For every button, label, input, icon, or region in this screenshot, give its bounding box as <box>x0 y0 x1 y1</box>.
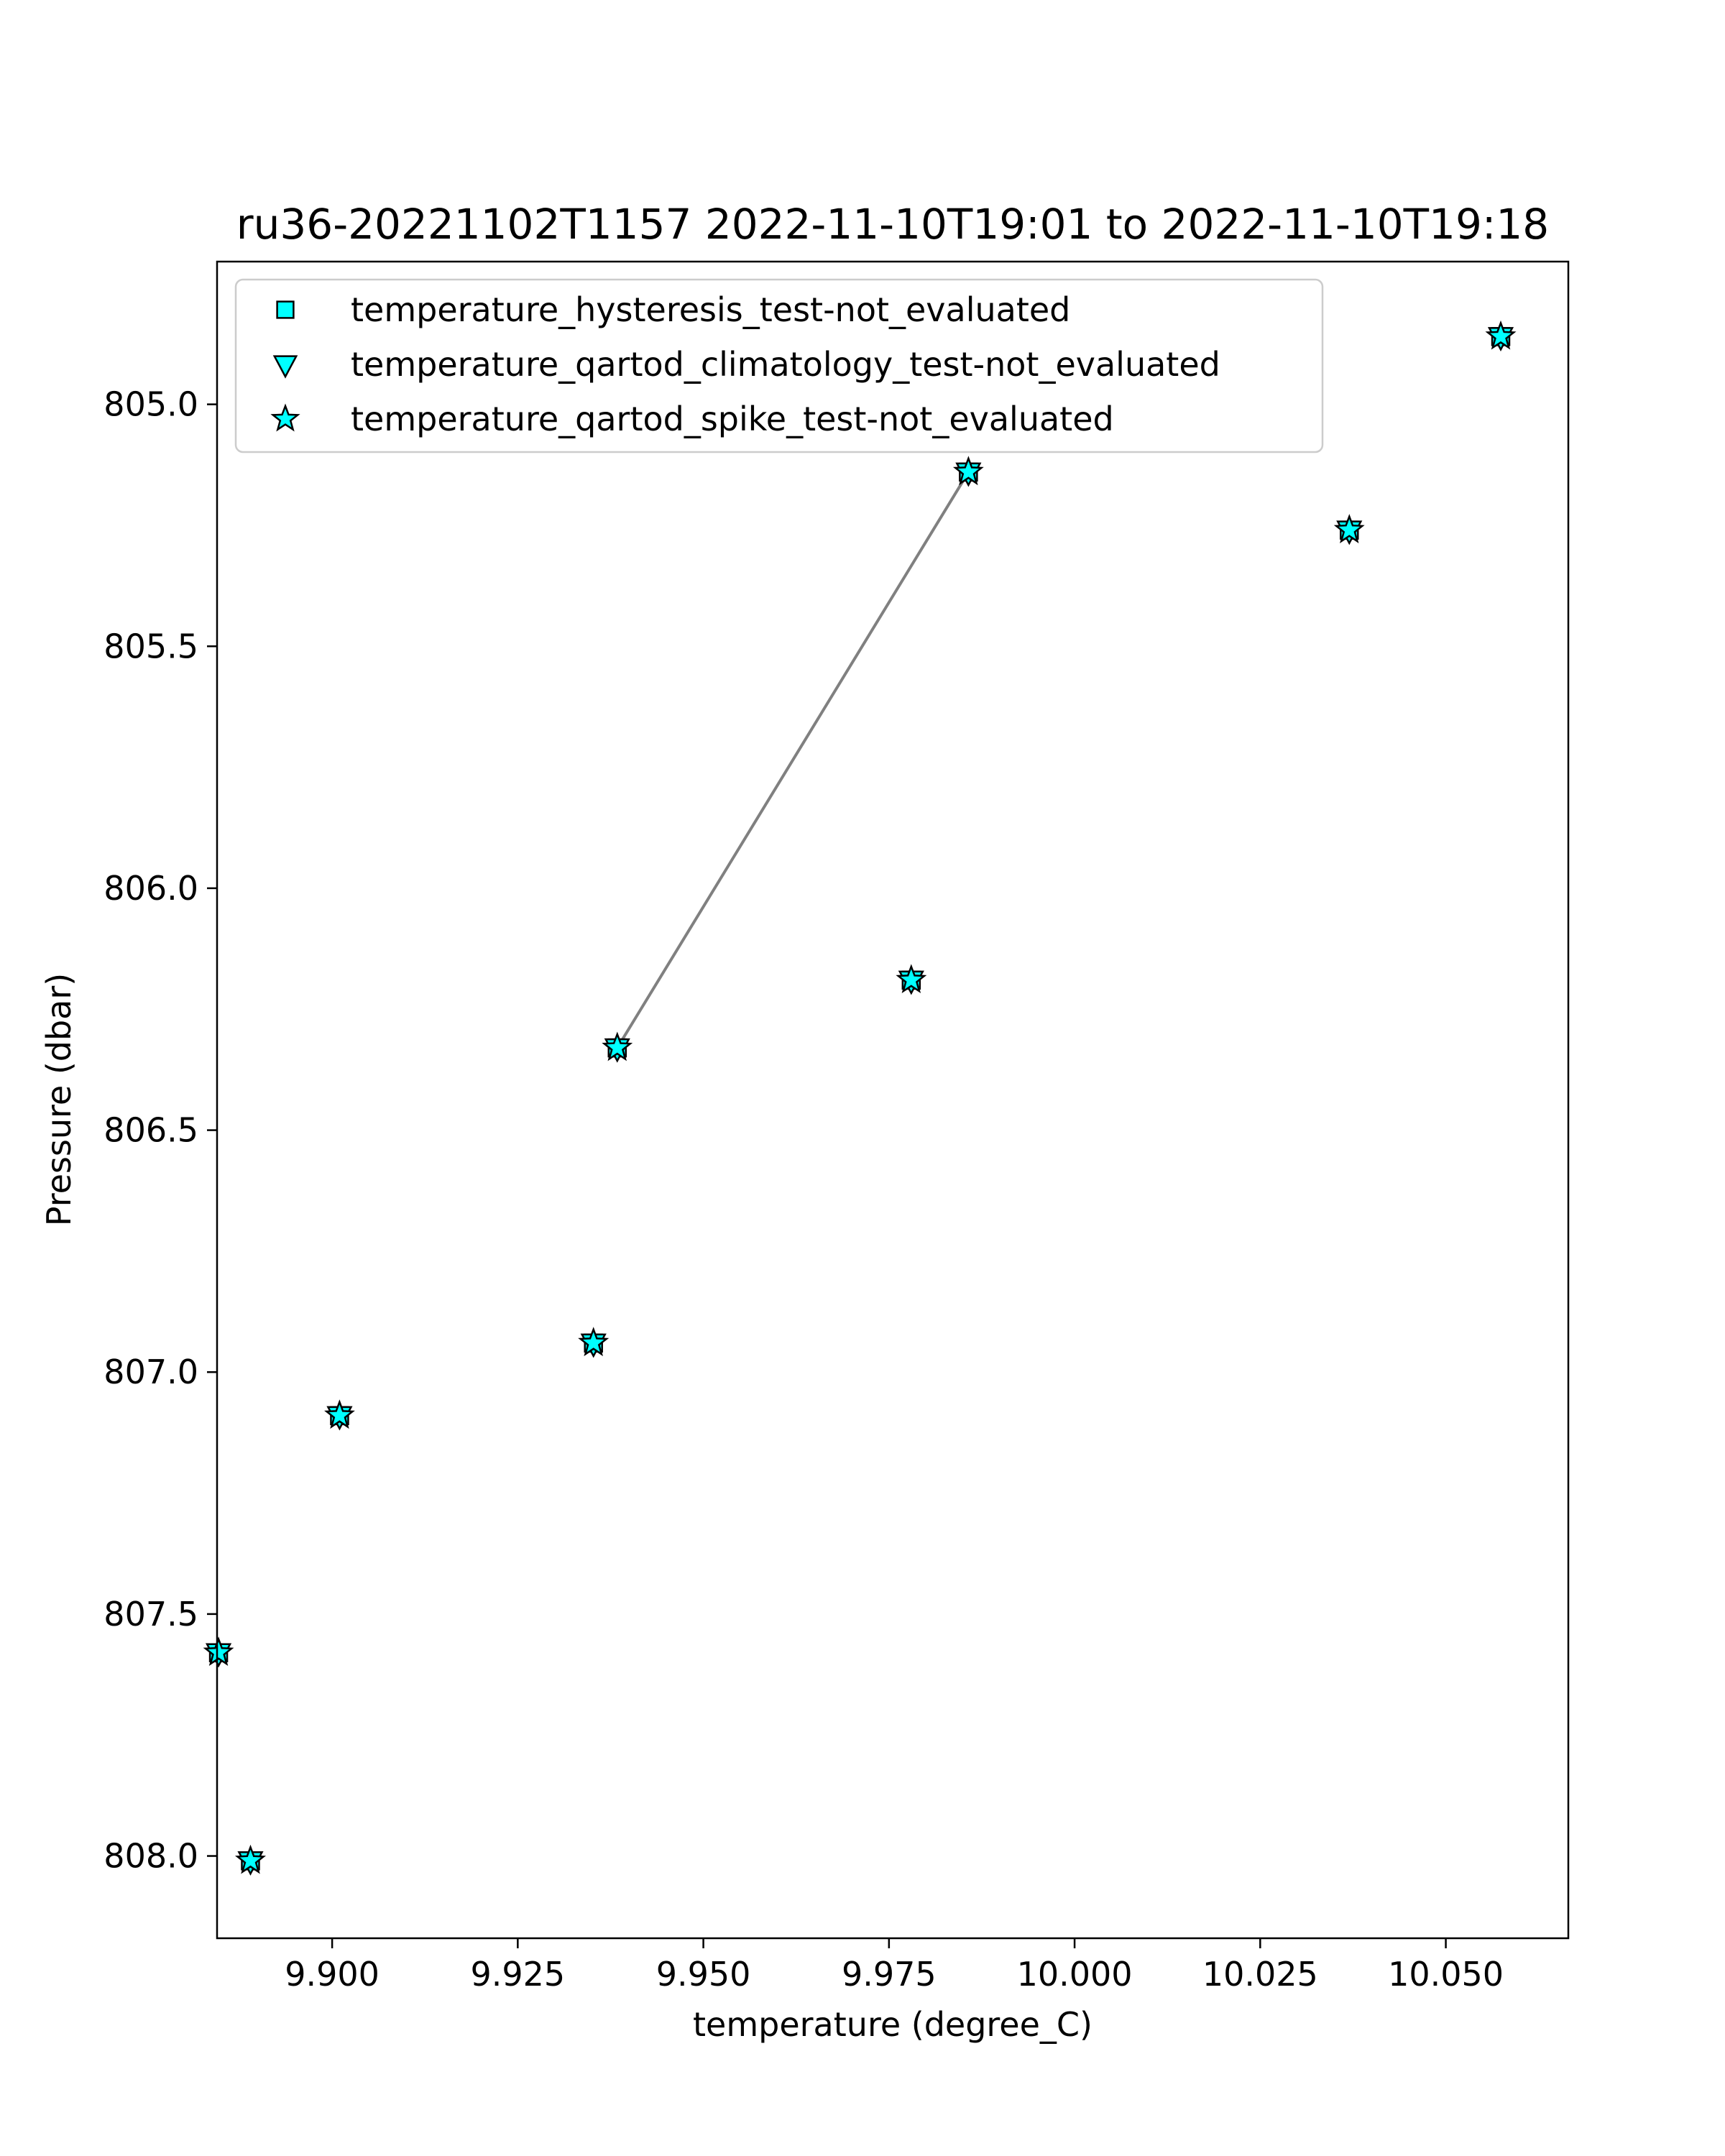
x-tick-label: 9.950 <box>656 1955 751 1994</box>
chart-title: ru36-20221102T1157 2022-11-10T19:01 to 2… <box>236 200 1549 249</box>
y-tick-label: 808.0 <box>104 1837 198 1876</box>
data-point-star <box>952 456 984 486</box>
data-point-star <box>324 1399 355 1429</box>
x-tick-label: 9.975 <box>842 1955 937 1994</box>
y-tick-label: 806.5 <box>104 1111 198 1150</box>
legend-label: temperature_qartod_spike_test-not_evalua… <box>351 400 1114 438</box>
y-tick-label: 806.0 <box>104 869 198 908</box>
data-point-star <box>234 1844 267 1874</box>
y-tick-label: 807.5 <box>104 1595 198 1634</box>
legend-label: temperature_qartod_climatology_test-not_… <box>351 345 1220 384</box>
x-tick-label: 10.000 <box>1017 1955 1133 1994</box>
legend-box <box>234 278 1324 453</box>
y-axis-label: Pressure (dbar) <box>40 973 78 1226</box>
plot-frame <box>216 260 1570 1940</box>
y-tick-label: 807.0 <box>104 1353 198 1391</box>
legend-entries: temperature_hysteresis_test-not_evaluate… <box>270 290 1220 438</box>
legend-marker-star <box>270 403 300 432</box>
x-axis-label: temperature (degree_C) <box>693 2005 1092 2044</box>
x-tick-label: 9.925 <box>471 1955 566 1994</box>
data-point-star <box>602 1031 633 1061</box>
data-point-star <box>896 964 927 994</box>
y-axis-ticks: 805.0 805.5 806.0 806.5 807.0 807.5 808.0 <box>104 385 217 1876</box>
x-tick-label: 10.025 <box>1202 1955 1318 1994</box>
data-point-star <box>1333 514 1365 543</box>
profile-line-layer <box>616 471 970 1049</box>
y-tick-label: 805.5 <box>104 627 198 665</box>
legend-marker-square <box>276 300 295 319</box>
legend: temperature_hysteresis_test-not_evaluate… <box>234 278 1324 453</box>
y-tick-label: 805.0 <box>104 385 198 424</box>
data-point-star <box>203 1636 234 1666</box>
data-point-star <box>1485 320 1517 350</box>
markers-layer <box>203 320 1517 1876</box>
data-point-star <box>578 1327 610 1357</box>
x-axis-ticks: 9.900 9.925 9.950 9.975 10.000 10.025 10.050 <box>285 1938 1504 1994</box>
legend-label: temperature_hysteresis_test-not_evaluate… <box>351 290 1070 329</box>
x-tick-label: 9.900 <box>285 1955 380 1994</box>
x-tick-label: 10.050 <box>1388 1955 1504 1994</box>
profile-line <box>616 471 970 1049</box>
legend-marker-triangle-down <box>272 355 298 379</box>
